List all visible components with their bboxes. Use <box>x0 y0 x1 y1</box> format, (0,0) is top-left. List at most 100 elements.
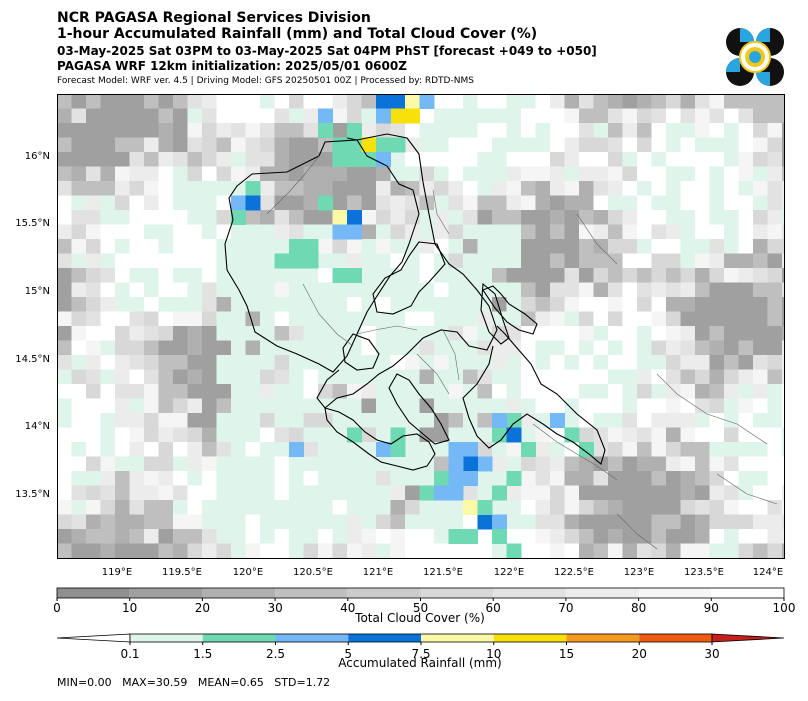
grid-cell <box>782 500 785 515</box>
rainfall-over-arrow <box>711 633 785 643</box>
grid-cell <box>71 268 87 283</box>
grid-cell <box>680 442 696 457</box>
grid-cell <box>506 297 522 312</box>
grid-cell <box>579 471 594 486</box>
grid-cell <box>724 166 739 182</box>
grid-cell <box>680 543 696 559</box>
grid-cell <box>666 166 681 182</box>
grid-cell <box>448 355 464 370</box>
grid-cell <box>492 94 507 109</box>
grid-cell <box>332 195 348 211</box>
grid-cell <box>724 137 739 153</box>
grid-cell <box>506 181 522 196</box>
grid-cell <box>666 442 681 457</box>
grid-cell <box>767 456 783 472</box>
grid-cell <box>376 485 391 501</box>
grid-cell <box>173 485 188 501</box>
grid-cell <box>100 456 116 472</box>
grid-cell <box>405 369 420 385</box>
grid-cell <box>492 210 507 225</box>
grid-cell <box>144 210 159 225</box>
grid-cell <box>782 282 785 298</box>
grid-cell <box>579 311 594 327</box>
grid-cell <box>245 398 261 414</box>
grid-cell <box>753 152 768 167</box>
rain-cell <box>564 427 580 443</box>
grid-cell <box>651 195 667 211</box>
grid-cell <box>158 398 174 414</box>
grid-cell <box>318 340 333 356</box>
grid-cell <box>57 442 72 457</box>
rain-cell <box>477 456 493 472</box>
grid-cell <box>637 137 652 153</box>
rainfall-swatch <box>639 634 712 642</box>
grid-cell <box>477 529 493 544</box>
grid-cell <box>506 340 522 356</box>
grid-cell <box>767 166 783 182</box>
grid-cell <box>303 485 319 501</box>
grid-cell <box>202 123 217 138</box>
grid-cell <box>115 123 130 138</box>
lon-label: 123.5°E <box>684 567 724 578</box>
grid-cell <box>187 137 203 153</box>
grid-cell <box>202 500 217 515</box>
grid-cell <box>753 195 768 211</box>
grid-cell <box>129 152 145 167</box>
rainfall-tick-label: 20 <box>632 647 647 661</box>
grid-cell <box>289 108 304 124</box>
grid-cell <box>622 166 638 182</box>
grid-cell <box>86 514 101 530</box>
grid-cell <box>521 123 536 138</box>
grid-cell <box>521 471 536 486</box>
grid-cell <box>129 427 145 443</box>
grid-cell <box>767 369 783 385</box>
grid-cell <box>173 427 188 443</box>
grid-cell <box>506 442 522 457</box>
grid-cell <box>71 326 87 341</box>
grid-cell <box>477 181 493 196</box>
grid-cell <box>100 500 116 515</box>
grid-cell <box>129 355 145 370</box>
grid-cell <box>376 326 391 341</box>
grid-cell <box>71 355 87 370</box>
grid-cell <box>448 152 464 167</box>
grid-cell <box>405 500 420 515</box>
grid-cell <box>782 543 785 559</box>
grid-cell <box>231 340 246 356</box>
grid-cell <box>376 195 391 211</box>
grid-cell <box>187 181 203 196</box>
grid-cell <box>405 413 420 428</box>
grid-cell <box>651 485 667 501</box>
grid-cell <box>564 384 580 399</box>
grid-cell <box>448 384 464 399</box>
rainfall-cells <box>231 94 594 559</box>
grid-cell <box>463 152 478 167</box>
rain-cell <box>477 500 493 515</box>
grid-cell <box>187 398 203 414</box>
grid-cell <box>231 398 246 414</box>
grid-cell <box>767 326 783 341</box>
rain-cell <box>390 427 406 443</box>
grid-cell <box>57 543 72 559</box>
grid-cell <box>695 268 710 283</box>
grid-cell <box>738 224 754 240</box>
grid-cell <box>738 355 754 370</box>
grid-cell <box>695 398 710 414</box>
grid-cell <box>332 311 348 327</box>
grid-cell <box>434 152 449 167</box>
grid-cell <box>86 311 101 327</box>
grid-cell <box>347 456 362 472</box>
grid-cell <box>492 166 507 182</box>
grid-cell <box>289 427 304 443</box>
grid-cell <box>492 355 507 370</box>
grid-cell <box>695 369 710 385</box>
grid-cell <box>506 152 522 167</box>
grid-cell <box>434 398 449 414</box>
grid-cell <box>477 108 493 124</box>
grid-cell <box>564 108 580 124</box>
grid-cell <box>144 442 159 457</box>
cloud-cover-swatch <box>565 588 639 598</box>
grid-cell <box>550 123 565 138</box>
grid-cell <box>767 210 783 225</box>
